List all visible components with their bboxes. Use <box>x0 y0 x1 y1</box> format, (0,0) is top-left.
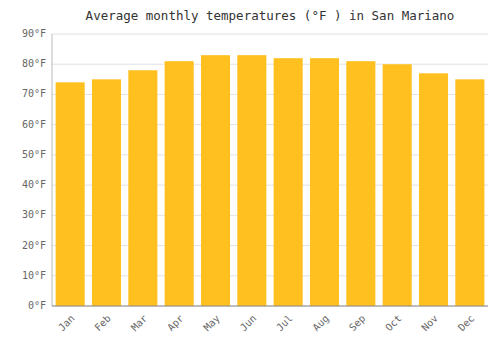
y-tick-label: 30°F <box>22 209 46 220</box>
grid-line <box>52 306 488 307</box>
y-tick-label: 10°F <box>22 270 46 281</box>
y-tick-label: 0°F <box>28 300 46 311</box>
x-axis: Jan Feb Mar Apr May Jun Jul Aug Sep Oct Nov Dec <box>56 313 476 334</box>
y-tick-label: 90°F <box>22 28 46 39</box>
x-tick-label: Aug <box>310 313 331 334</box>
bar <box>237 55 266 306</box>
x-tick-label: Feb <box>92 313 113 334</box>
y-tick-label: 50°F <box>22 149 46 160</box>
x-tick-label: Apr <box>165 313 186 334</box>
y-axis: 0°F 10°F 20°F 30°F 40°F 50°F 60°F 70°F 80°F 90°F <box>22 28 46 311</box>
x-tick-label: Jun <box>238 313 259 334</box>
x-tick-label: Nov <box>419 313 440 334</box>
x-tick-label: Oct <box>383 313 404 334</box>
x-tick-label: Jul <box>274 313 295 334</box>
grid-line <box>52 34 488 35</box>
y-tick-label: 80°F <box>22 58 46 69</box>
chart: 0°F 10°F 20°F 30°F 40°F 50°F 60°F 70°F 80°F 90°F J… <box>0 0 500 350</box>
y-tick-label: 60°F <box>22 119 46 130</box>
bar <box>201 55 230 306</box>
grid-line <box>52 64 488 65</box>
x-tick-label: Jan <box>56 313 77 334</box>
x-tick-label: Mar <box>129 313 150 334</box>
bar <box>383 64 412 306</box>
y-tick-label: 70°F <box>22 88 46 99</box>
bar <box>128 70 157 306</box>
bar <box>455 79 484 306</box>
x-tick-label: Dec <box>456 313 477 334</box>
x-tick-label: Sep <box>347 313 368 334</box>
y-tick-label: 40°F <box>22 179 46 190</box>
chart-container: 0°F 10°F 20°F 30°F 40°F 50°F 60°F 70°F 80°F 90°F J… <box>0 0 500 350</box>
bar <box>310 58 339 306</box>
bar <box>419 73 448 306</box>
x-axis-line <box>52 306 488 307</box>
bar <box>346 61 375 306</box>
title: Average monthly temperatures (°F ) in Sa… <box>86 8 455 23</box>
bar <box>165 61 194 306</box>
bars <box>56 55 485 306</box>
grid <box>52 34 488 306</box>
y-axis-line <box>52 34 53 306</box>
bar <box>92 79 121 306</box>
bar <box>56 82 85 306</box>
y-tick-label: 20°F <box>22 240 46 251</box>
bar <box>274 58 303 306</box>
x-tick-label: May <box>201 313 222 334</box>
